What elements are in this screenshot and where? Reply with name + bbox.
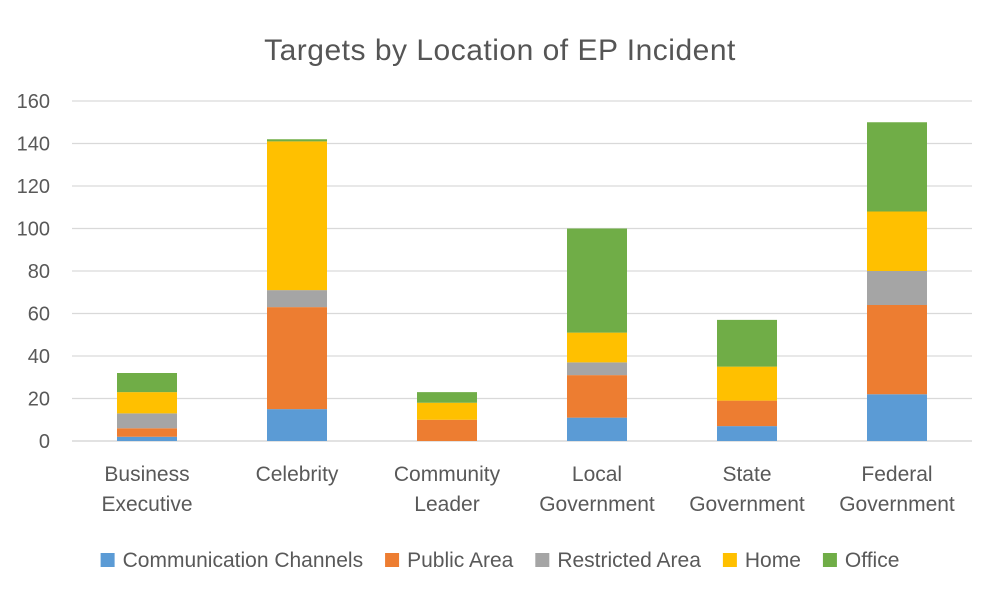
legend-swatch [100,553,115,567]
x-tick-label: Executive [101,493,192,516]
bar-segment [267,290,327,308]
x-tick-label: Community [394,463,501,486]
legend-swatch [722,553,737,567]
x-tick-label: Business [104,463,189,486]
x-tick-label: Government [539,493,655,516]
bar-segment [717,400,777,427]
x-tick-label: Government [689,493,805,516]
y-tick-label: 140 [17,134,50,156]
legend-label: Restricted Area [557,549,701,572]
x-tick-label: Celebrity [256,463,339,486]
y-tick-label: 20 [28,389,50,411]
legend-label: Home [745,549,801,572]
bar-segment [717,319,777,367]
y-tick-label: 40 [28,346,50,368]
x-tick-label: Local [572,463,622,486]
bar-segment [267,139,327,142]
x-tick-label: State [722,463,771,486]
y-tick-label: 60 [28,304,50,326]
bar-segment [117,436,177,441]
chart-title: Targets by Location of EP Incident [264,34,736,67]
legend-label: Public Area [407,549,514,572]
bar-segment [717,426,777,441]
bar-segment [417,419,477,441]
legend-label: Office [845,549,899,572]
bar-segment [567,375,627,418]
bar-segment [867,271,927,305]
bar-segment [267,141,327,291]
y-tick-label: 80 [28,261,50,283]
x-tick-label: Government [839,493,955,516]
legend-swatch [535,553,550,567]
x-tick-label: Leader [414,493,479,516]
x-tick-label: Federal [861,463,932,486]
bar-segment [867,394,927,441]
legend-swatch [385,553,400,567]
bar-segment [567,362,627,376]
bar-segment [117,392,177,414]
bar-segment [567,417,627,441]
bar-segment [417,402,477,420]
legend-label: Communication Channels [123,549,363,572]
y-tick-label: 100 [17,219,50,241]
y-tick-label: 120 [17,176,50,198]
bar-segment [867,211,927,271]
bar-segment [267,307,327,410]
bar-segment [417,392,477,403]
bar-segment [117,428,177,437]
bar-segment [867,305,927,395]
bar-segment [567,228,627,333]
bar-segment [567,332,627,363]
legend-swatch [822,553,837,567]
bar-segment [717,366,777,401]
y-tick-label: 0 [39,431,50,453]
bar-segment [117,373,177,393]
bar-segment [867,122,927,212]
y-tick-label: 160 [17,91,50,113]
bar-segment [267,409,327,441]
bar-segment [117,413,177,429]
